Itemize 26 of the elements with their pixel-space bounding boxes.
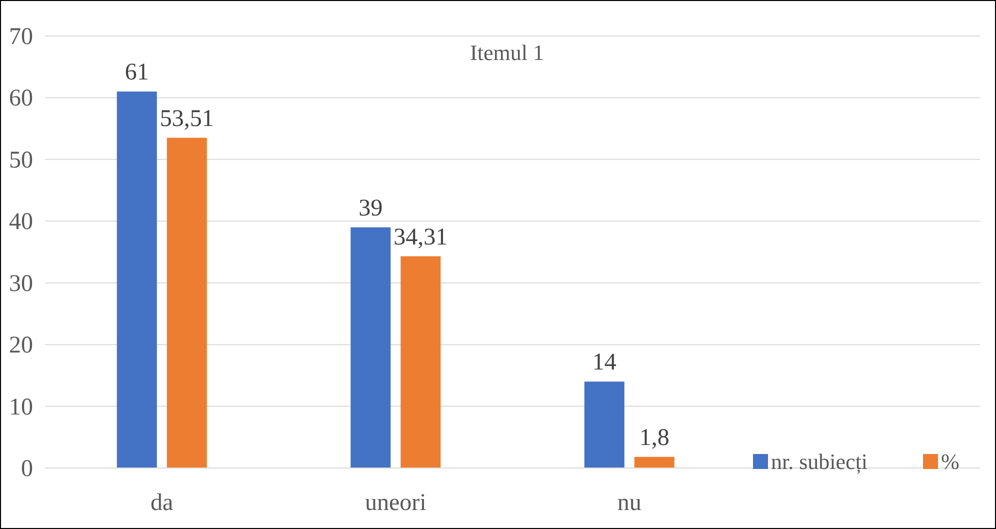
x-tick-label: nu <box>617 490 642 516</box>
legend-label: % <box>941 449 960 474</box>
legend-label: nr. subiecți <box>771 449 868 474</box>
y-tick-label: 60 <box>9 86 33 112</box>
data-label: 34,31 <box>394 224 448 250</box>
y-tick-label: 20 <box>9 332 33 359</box>
data-label: 14 <box>592 350 616 376</box>
bar <box>116 92 157 468</box>
bar <box>634 456 674 468</box>
y-tick-label: 70 <box>9 24 33 50</box>
y-tick-label: 40 <box>9 209 33 236</box>
bar <box>166 138 207 468</box>
bar <box>350 227 391 468</box>
data-label: 39 <box>358 195 383 222</box>
y-tick-label: 30 <box>9 270 33 297</box>
data-label: 1,8 <box>639 424 670 451</box>
bar <box>584 382 624 468</box>
y-tick-label: 10 <box>9 394 33 420</box>
data-label: 61 <box>124 60 149 86</box>
y-tick-label: 50 <box>9 147 33 174</box>
data-label: 53,51 <box>160 106 214 132</box>
x-tick-label: da <box>150 490 174 516</box>
bar <box>400 256 441 468</box>
y-tick-label: 0 <box>21 456 33 482</box>
x-tick-label: uneori <box>364 490 427 516</box>
chart-title: Itemul 1 <box>470 40 544 65</box>
